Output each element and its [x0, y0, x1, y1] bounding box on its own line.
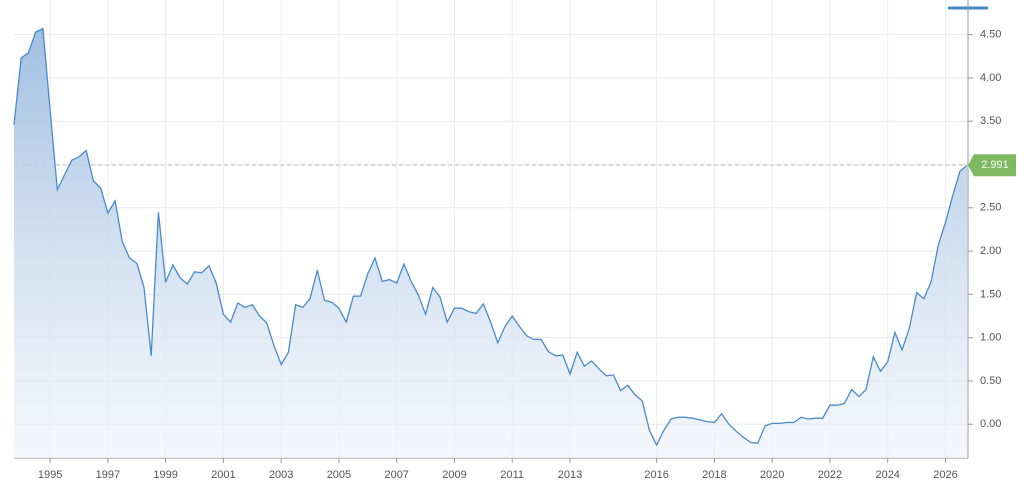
- y-tick-label: 0.50: [980, 375, 1001, 387]
- y-tick-label: 2.00: [980, 245, 1001, 257]
- x-tick-label: 2001: [211, 469, 235, 481]
- x-tick-label: 2018: [702, 469, 726, 481]
- x-tick-label: 2013: [558, 469, 582, 481]
- x-tick-label: 2022: [818, 469, 842, 481]
- y-tick-label: 0.00: [980, 418, 1001, 430]
- y-tick-label: 2.50: [980, 202, 1001, 214]
- y-tick-label: 4.50: [980, 29, 1001, 41]
- area: [14, 28, 968, 458]
- x-tick-label: 2024: [875, 469, 899, 481]
- last-value-label: 2.991: [981, 159, 1009, 171]
- y-tick-label: 1.50: [980, 288, 1001, 300]
- x-tick-label: 2009: [442, 469, 466, 481]
- x-tick-label: 1999: [153, 469, 177, 481]
- x-tick-label: 2003: [269, 469, 293, 481]
- last-value-badge: [968, 154, 1016, 177]
- x-tick-label: 2007: [384, 469, 408, 481]
- y-tick-label: 4.00: [980, 72, 1001, 84]
- x-tick-label: 2026: [933, 469, 957, 481]
- x-tick-label: 1995: [38, 469, 62, 481]
- x-tick-label: 2011: [500, 469, 524, 481]
- line: [13, 27, 968, 447]
- y-tick-label: 1.00: [980, 332, 1001, 344]
- x-tick-label: 2020: [760, 469, 784, 481]
- x-tick-label: 2016: [644, 469, 668, 481]
- x-tick-label: 2005: [327, 469, 351, 481]
- y-tick-label: 3.50: [980, 115, 1001, 127]
- x-tick-label: 1997: [96, 469, 120, 481]
